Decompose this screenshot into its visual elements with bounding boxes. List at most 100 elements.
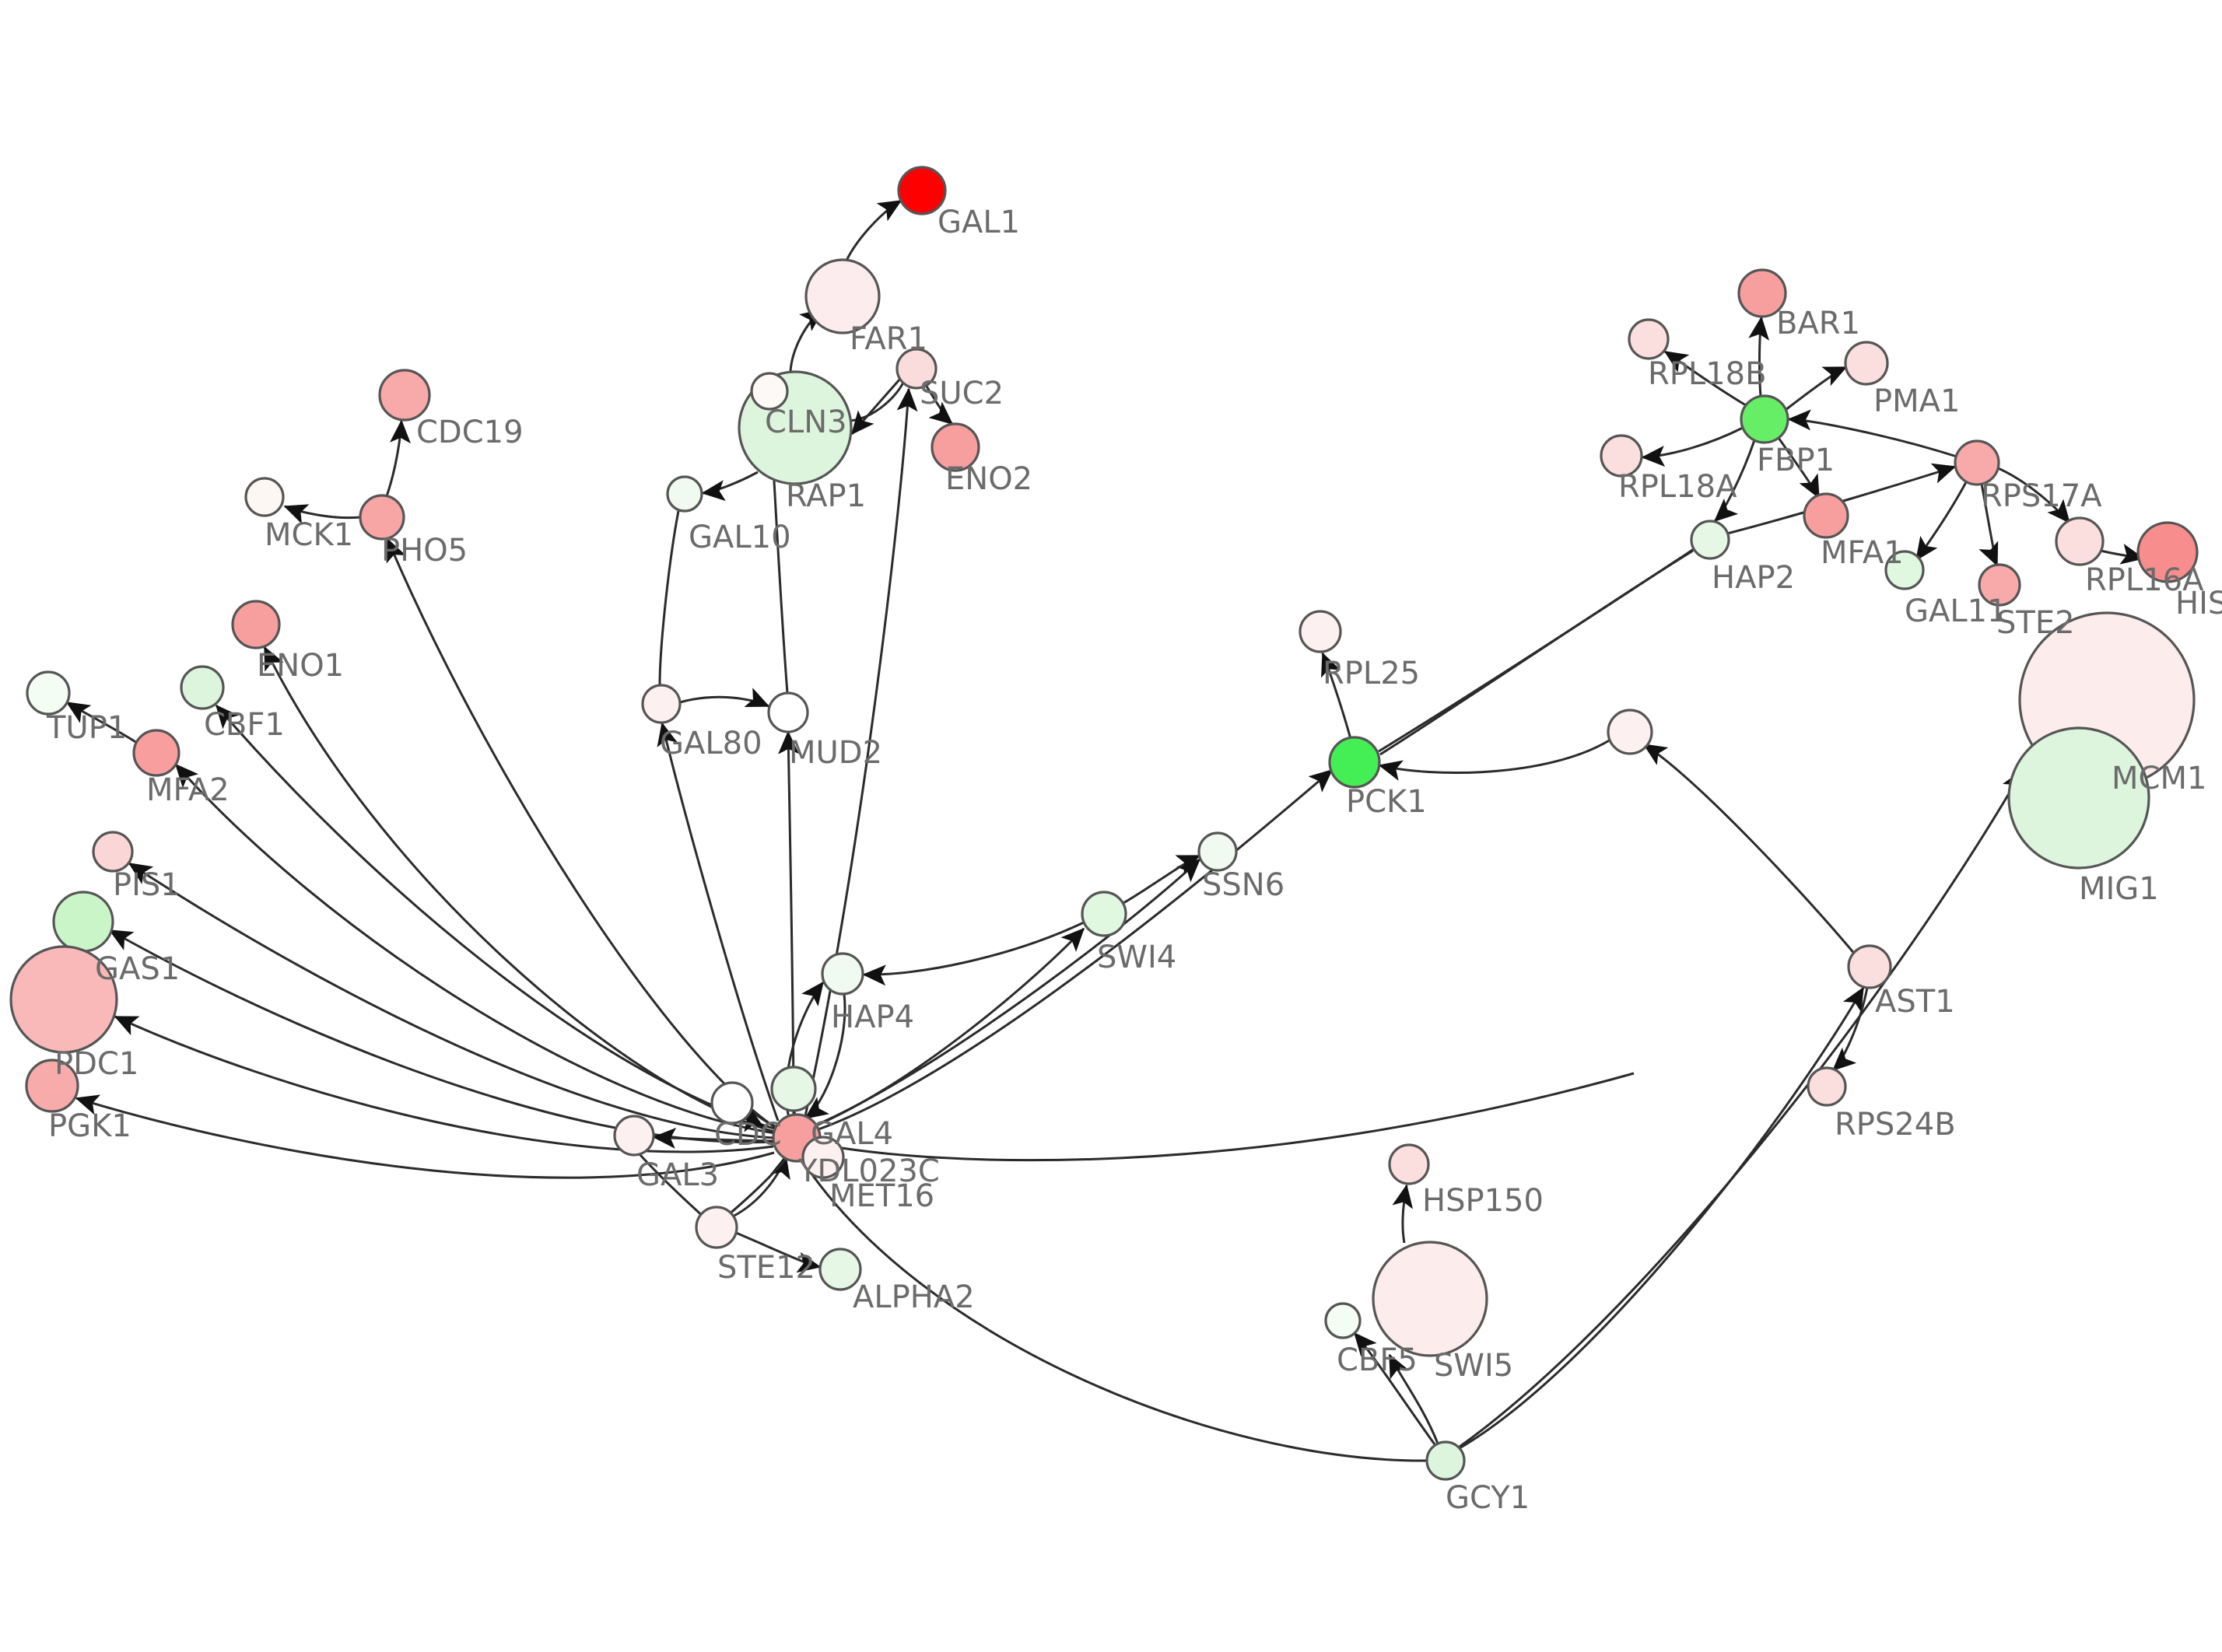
graph-node-RPS17A[interactable] <box>1954 439 2000 486</box>
graph-node-GAL3[interactable] <box>613 1115 655 1157</box>
node-label-MFA2: MFA2 <box>146 772 230 808</box>
node-label-CBF1: CBF1 <box>204 707 285 743</box>
edge-GCY1-to-SWI5 <box>1388 1353 1439 1444</box>
edge-AST1-to-NODE_P2 <box>1642 743 1857 956</box>
node-label-RPS24B: RPS24B <box>1835 1107 1956 1143</box>
graph-node-HSP150[interactable] <box>1388 1143 1430 1185</box>
node-label-GAL80: GAL80 <box>660 726 762 761</box>
graph-node-PCK1[interactable] <box>1328 736 1381 789</box>
edge-GCY1-to-MCM1 <box>1459 768 2024 1448</box>
edge-GAL4-to-GAL3 <box>652 1127 775 1149</box>
graph-node-MET16[interactable] <box>801 1136 845 1179</box>
graph-node-TUP1[interactable] <box>26 670 71 716</box>
edge-FAR1-to-GAL1 <box>845 199 902 261</box>
node-label-STE12: STE12 <box>717 1250 815 1286</box>
graph-node-GAL10[interactable] <box>666 475 703 513</box>
graph-node-GAS1[interactable] <box>52 891 114 953</box>
graph-node-SWI5[interactable] <box>1372 1241 1488 1357</box>
labels-layer: GAL1 FAR1 SUC2 ENO2 CLN3 RAP1 GAL10 CDC19 MCK1 PH… <box>46 205 2222 1516</box>
graph-node-ENO1[interactable] <box>231 600 281 649</box>
node-label-GAL1: GAL1 <box>938 205 1020 240</box>
graph-node-NODE_P2[interactable] <box>1607 709 1653 755</box>
node-label-CLN3: CLN3 <box>765 404 847 440</box>
graph-node-CDC68[interactable] <box>710 1081 754 1125</box>
graph-node-GAL80[interactable] <box>641 684 682 724</box>
graph-node-PDC1[interactable] <box>9 945 118 1054</box>
graph-node-HAP4[interactable] <box>821 952 864 996</box>
edge-AST1-to-RPS24B <box>1831 987 1869 1072</box>
edge-GAL4-to-ENO1 <box>263 646 775 1133</box>
node-label-GAL3: GAL3 <box>636 1157 719 1193</box>
graph-node-MFA2[interactable] <box>132 729 180 777</box>
graph-node-RPL25[interactable] <box>1299 610 1342 653</box>
graph-node-SSN6[interactable] <box>1197 831 1238 872</box>
graph-node-CBF1[interactable] <box>180 665 225 710</box>
node-label-CBF5: CBF5 <box>1337 1342 1418 1378</box>
graph-node-RPL18A[interactable] <box>1600 434 1643 478</box>
edge-HAP4-to-GAL4 <box>804 993 846 1120</box>
graph-node-FBP1[interactable] <box>1740 394 1789 444</box>
graph-node-GAL1[interactable] <box>897 166 947 215</box>
edge-MFA2-to-TUP1 <box>65 701 138 744</box>
graph-node-GAL11[interactable] <box>1884 550 1925 590</box>
node-label-PCK1: PCK1 <box>1346 784 1427 820</box>
node-label-RPL18B: RPL18B <box>1648 356 1767 392</box>
edge-GAL4-to-GCY1 <box>800 1158 1428 1462</box>
edge-RPS17A-to-FBP1 <box>1787 409 1957 458</box>
graph-node-PGK1[interactable] <box>25 1059 79 1113</box>
edge-PCK1-to-RPL25 <box>1321 652 1352 740</box>
edge-PHO5-to-MCK1 <box>283 504 361 524</box>
graph-node-SUC2[interactable] <box>895 348 938 390</box>
graph-node-HAP2[interactable] <box>1690 520 1730 560</box>
graph-node-PMA1[interactable] <box>1844 341 1889 386</box>
edge-FBP1-to-RPL18A <box>1641 426 1744 467</box>
graph-node-MCK1[interactable] <box>244 477 285 517</box>
node-label-ALPHA2: ALPHA2 <box>853 1279 975 1315</box>
node-label-RPL16A: RPL16A <box>2085 562 2204 598</box>
graph-node-MIG1[interactable] <box>2007 726 2150 870</box>
graph-node-PIS1[interactable] <box>92 831 134 873</box>
graph-node-AST1[interactable] <box>1847 944 1892 989</box>
edge-SUC2-to-ENO2 <box>924 384 954 425</box>
graph-node-CDC19[interactable] <box>378 369 431 422</box>
edge-GAL4-to-STE12 <box>727 1158 787 1217</box>
edge-FBP1-to-BAR1 <box>1748 316 1770 397</box>
graph-node-MFA1[interactable] <box>1803 492 1849 539</box>
node-label-FBP1: FBP1 <box>1757 443 1835 478</box>
node-label-STE2: STE2 <box>1996 605 2075 641</box>
graph-node-NODE_GRN[interactable] <box>770 1066 817 1112</box>
graph-node-RAP1[interactable] <box>750 372 789 411</box>
node-label-SSN6: SSN6 <box>1202 867 1284 903</box>
edge-GAL4-to-PHO5 <box>386 537 776 1129</box>
graph-node-GCY1[interactable] <box>1425 1440 1466 1481</box>
node-label-RPL18A: RPL18A <box>1618 469 1737 505</box>
graph-node-SWI4[interactable] <box>1081 891 1127 937</box>
graph-node-RPL16A[interactable] <box>2055 516 2105 566</box>
graph-node-ALPHA2[interactable] <box>818 1248 862 1291</box>
graph-node-STE12[interactable] <box>695 1206 738 1249</box>
graph-node-FAR1[interactable] <box>804 258 881 334</box>
graph-node-HIS4[interactable] <box>2136 521 2199 583</box>
graph-node-MUD2[interactable] <box>767 691 809 733</box>
edge-SWI4-to-HAP4 <box>862 921 1085 986</box>
edge-GAL4-to-SSN6 <box>816 858 1201 1126</box>
graph-node-CBF5[interactable] <box>1324 1302 1362 1339</box>
node-label-PDC1: PDC1 <box>54 1046 138 1082</box>
graph-node-STE2[interactable] <box>1978 563 2021 607</box>
edge-PCK1-to-HAP2 <box>1379 549 1694 756</box>
graph-node-BAR1[interactable] <box>1737 268 1787 318</box>
node-label-HSP150: HSP150 <box>1422 1183 1544 1219</box>
graph-node-RPL18B[interactable] <box>1628 318 1670 360</box>
node-label-GAL10: GAL10 <box>689 520 791 555</box>
edge-GAL10-to-GAL80 <box>658 510 680 686</box>
edge-GAL4-to-PGK1 <box>75 1094 775 1179</box>
node-label-YDL023C: YDL023C <box>797 1153 940 1189</box>
graph-node-RPS24B[interactable] <box>1807 1066 1847 1107</box>
node-label-GAS1: GAS1 <box>95 951 180 987</box>
graph-node-ENO2[interactable] <box>931 422 980 472</box>
node-label-TUP1: TUP1 <box>46 710 127 746</box>
node-label-HIS4: HIS4 <box>2175 586 2222 621</box>
graph-node-PHO5[interactable] <box>359 494 405 541</box>
node-label-RPL25: RPL25 <box>1323 656 1420 691</box>
